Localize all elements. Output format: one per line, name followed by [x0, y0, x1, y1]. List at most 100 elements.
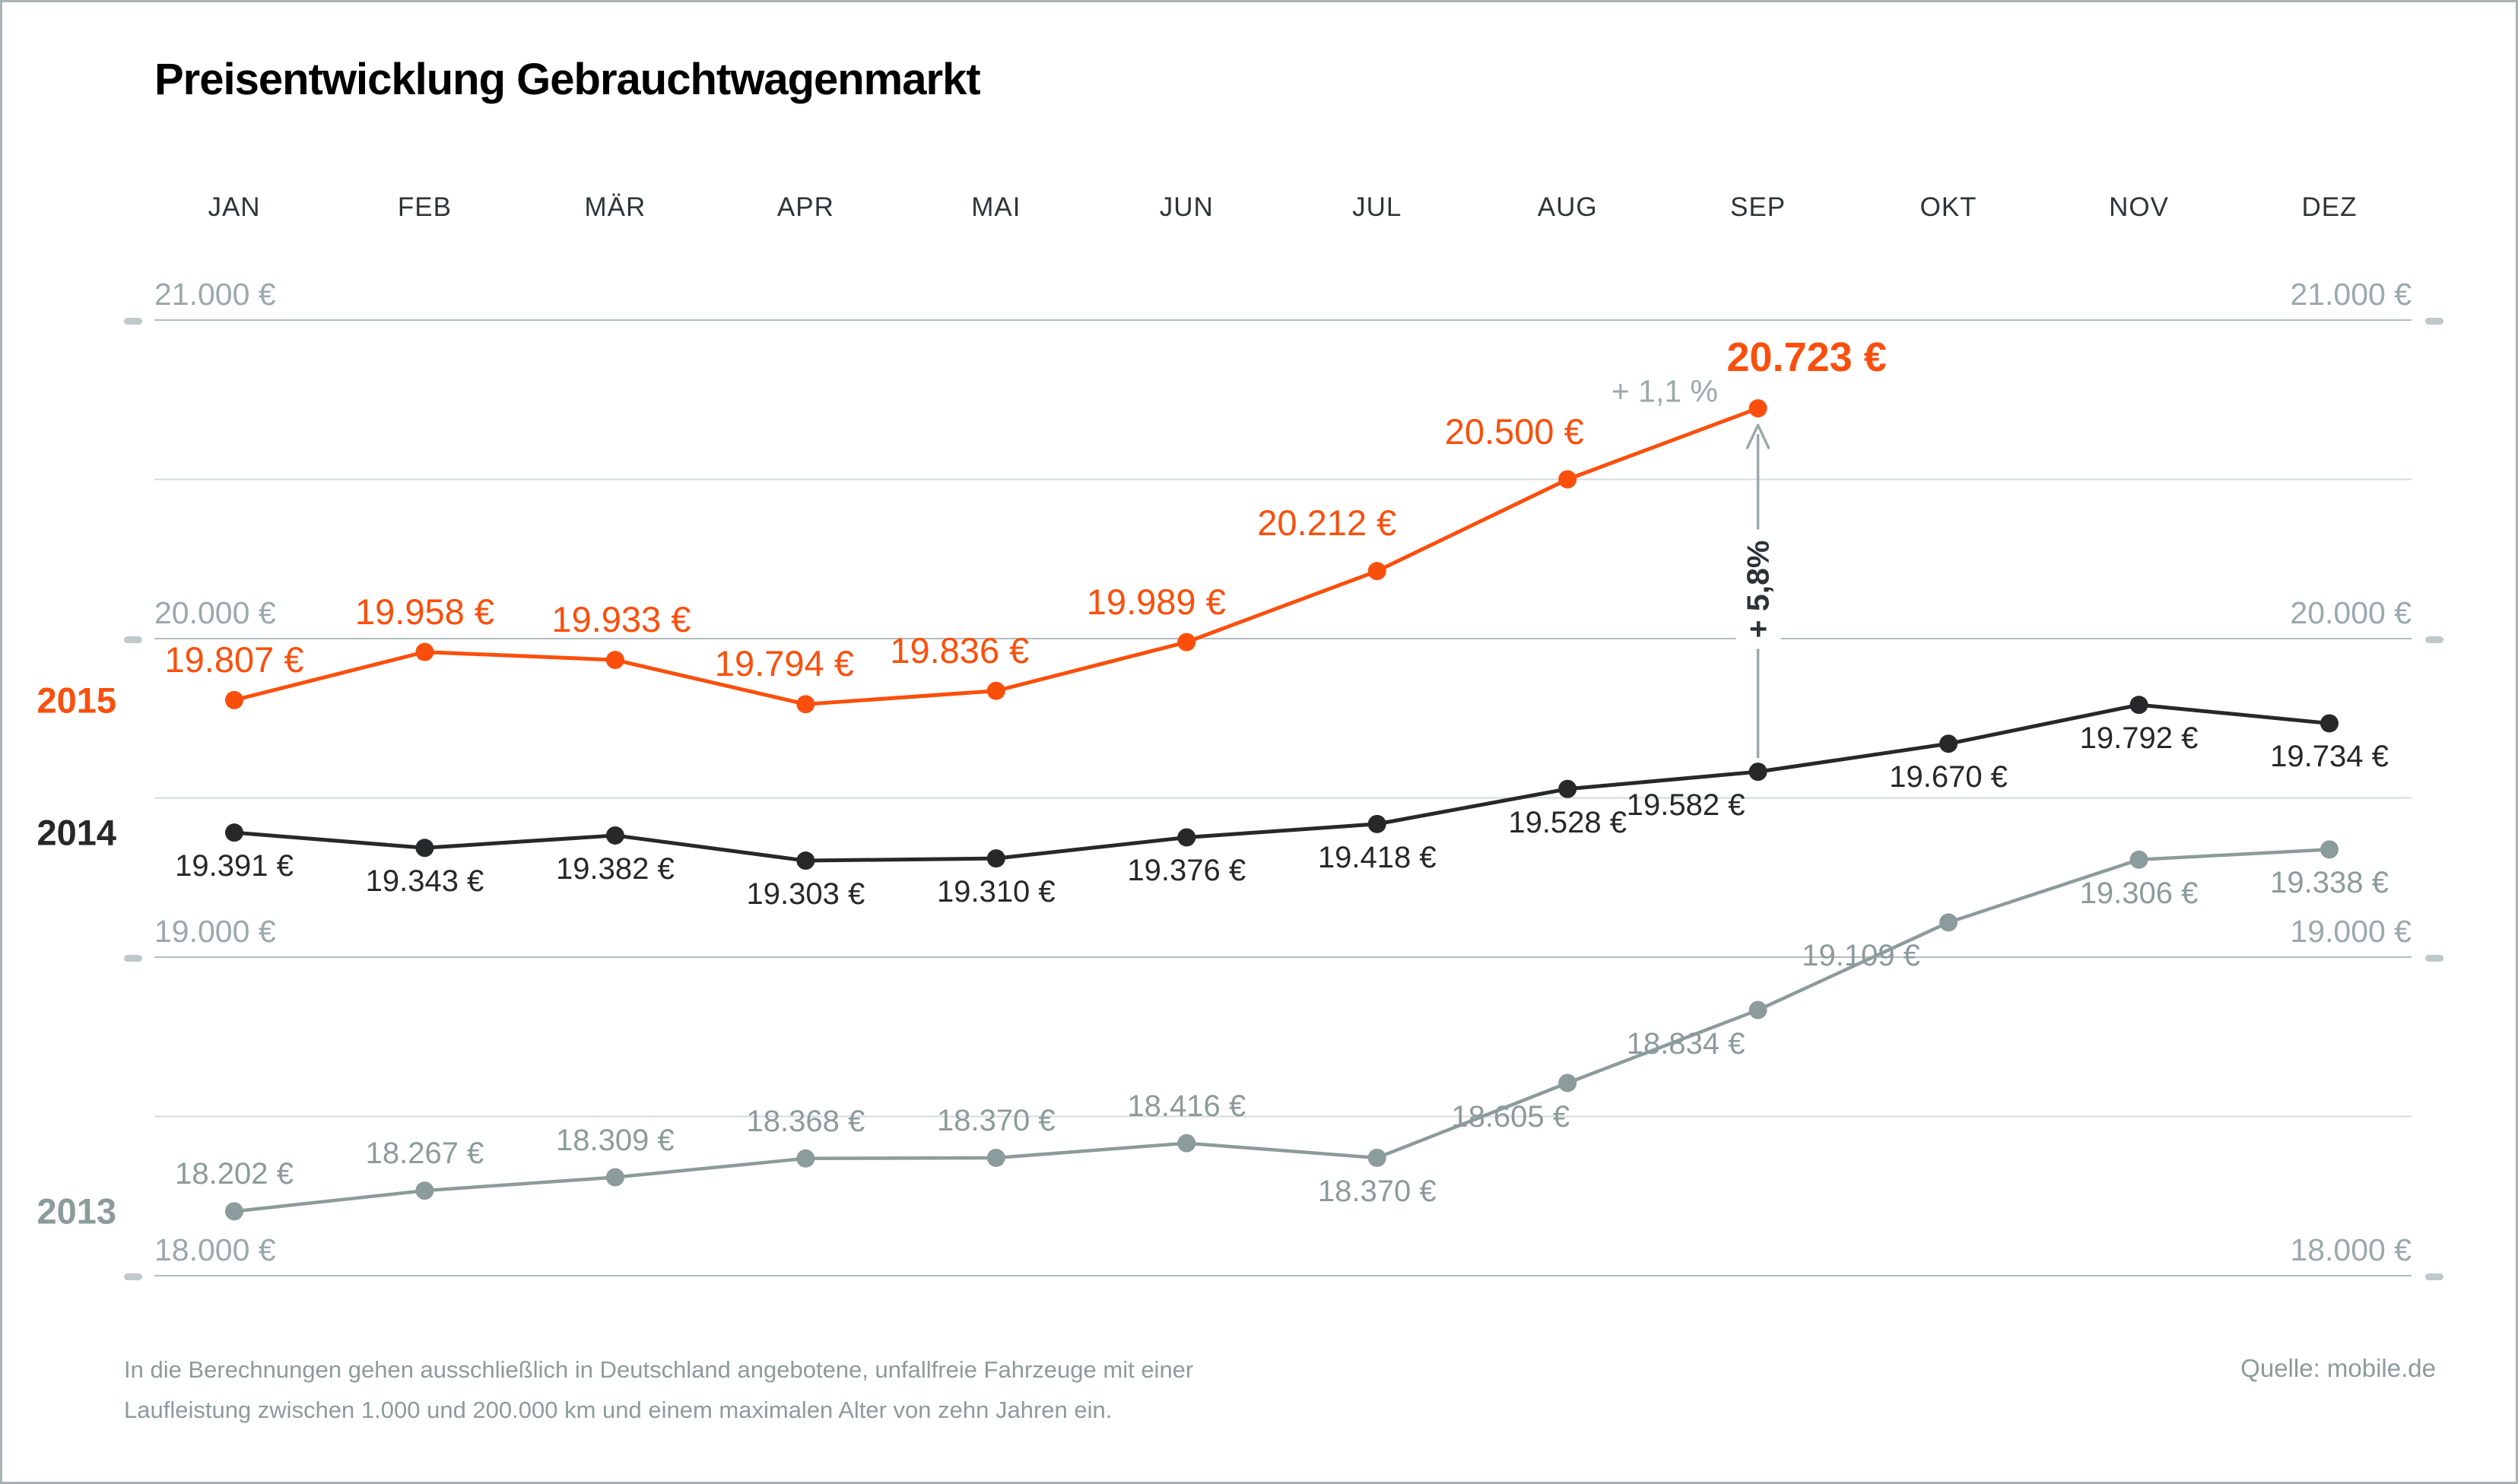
value-label-2013-sep: 18.834 € [1626, 1026, 1745, 1061]
data-point-2014-mai [986, 849, 1005, 868]
data-point-2014-mär [605, 826, 624, 845]
data-point-2014-sep [1748, 763, 1767, 782]
y-axis-label-right: 21.000 € [2290, 277, 2412, 312]
data-point-2014-jun [1177, 828, 1196, 847]
y-axis-label-left: 19.000 € [154, 914, 276, 949]
month-label-mär: MÄR [584, 192, 646, 222]
value-label-2014-jan: 19.391 € [175, 849, 294, 883]
value-label-2015-mai: 19.836 € [890, 629, 1030, 671]
value-label-2015-jul: 20.212 € [1257, 503, 1397, 544]
data-point-2015-jul [1367, 562, 1386, 581]
value-label-2014-aug: 19.528 € [1508, 805, 1627, 839]
axis-tick-left [124, 318, 142, 325]
footnote-line-2: Laufleistung zwischen 1.000 und 200.000 … [124, 1397, 1113, 1424]
value-label-2014-mär: 19.382 € [556, 851, 675, 886]
y-axis-label-left: 20.000 € [154, 595, 276, 630]
page-title: Preisentwicklung Gebrauchtwagenmarkt [154, 55, 981, 104]
data-point-2015-aug [1558, 470, 1577, 489]
value-label-2013-jul: 18.370 € [1317, 1174, 1437, 1208]
data-point-2014-apr [796, 851, 815, 870]
data-point-2014-nov [2129, 696, 2148, 715]
value-label-2013-apr: 18.368 € [746, 1104, 865, 1138]
axis-tick-left [124, 1273, 142, 1280]
month-label-nov: NOV [2109, 192, 2169, 222]
y-axis-label-left: 21.000 € [154, 277, 276, 312]
value-label-2013-aug: 18.605 € [1451, 1099, 1570, 1134]
year-label-2015: 2015 [37, 680, 116, 721]
value-label-2013-mär: 18.309 € [556, 1123, 675, 1157]
data-point-2015-mär [605, 651, 624, 670]
value-label-2015-feb: 19.958 € [354, 591, 494, 632]
data-point-2013-dez [2320, 840, 2339, 859]
month-label-jul: JUL [1352, 192, 1402, 222]
data-point-2015-jun [1177, 633, 1196, 652]
data-point-2013-mai [986, 1148, 1005, 1167]
trend-arrow-head [1745, 423, 1770, 449]
data-point-2015-feb [415, 642, 434, 661]
month-label-aug: AUG [1537, 192, 1598, 222]
footnote: In die Berechnungen gehen ausschließlich… [124, 1349, 1193, 1431]
data-point-2013-jun [1177, 1134, 1196, 1153]
axis-tick-left [124, 955, 142, 962]
data-point-2013-okt [1939, 913, 1958, 932]
data-point-2015-sep [1748, 399, 1767, 418]
value-label-2014-dez: 19.734 € [2270, 740, 2389, 774]
data-point-2015-apr [796, 695, 815, 714]
value-label-2015-jun: 19.989 € [1086, 581, 1226, 622]
value-label-2015-sep: 20.723 € [1726, 335, 1887, 381]
data-point-2013-feb [415, 1181, 434, 1200]
value-label-2014-nov: 19.792 € [2079, 721, 2199, 756]
month-label-okt: OKT [1919, 192, 1977, 222]
value-label-2015-aug: 20.500 € [1444, 411, 1584, 452]
value-label-2014-jul: 19.418 € [1317, 840, 1437, 874]
axis-tick-right [2425, 955, 2443, 962]
month-label-sep: SEP [1730, 192, 1786, 222]
axis-tick-right [2425, 636, 2443, 643]
data-point-2014-jan [225, 823, 243, 842]
series-line-2013 [233, 848, 2330, 1213]
series-line-2014 [233, 702, 2330, 863]
year-label-2014: 2014 [37, 812, 116, 853]
value-label-2015-apr: 19.794 € [714, 643, 854, 684]
value-label-2013-jan: 18.202 € [175, 1157, 294, 1191]
value-label-2014-apr: 19.303 € [746, 877, 865, 912]
data-point-2014-aug [1558, 779, 1577, 798]
value-label-2014-sep: 19.582 € [1626, 788, 1745, 823]
value-label-2014-mai: 19.310 € [936, 875, 1056, 909]
value-label-2013-nov: 19.306 € [2079, 876, 2199, 910]
value-label-2013-mai: 18.370 € [936, 1103, 1056, 1137]
y-axis-label-right: 20.000 € [2290, 595, 2412, 630]
axis-tick-left [124, 636, 142, 643]
data-point-2013-jul [1367, 1148, 1386, 1167]
data-point-2014-okt [1939, 734, 1958, 753]
y-axis-label-right: 19.000 € [2290, 914, 2412, 949]
month-label-apr: APR [776, 192, 834, 222]
month-label-jan: JAN [208, 192, 261, 222]
source-label: Quelle: mobile.de [2240, 1354, 2436, 1382]
value-label-2013-okt: 19.109 € [1802, 939, 1920, 973]
data-point-2014-dez [2320, 714, 2339, 733]
y-axis-label-right: 18.000 € [2290, 1232, 2412, 1267]
year-change-label: + 5,8% [1735, 529, 1781, 649]
value-label-2013-dez: 19.338 € [2270, 866, 2389, 900]
data-point-2013-sep [1748, 1000, 1767, 1019]
year-label-2013: 2013 [37, 1191, 116, 1232]
value-label-2013-jun: 18.416 € [1127, 1089, 1246, 1123]
axis-tick-right [2425, 1273, 2443, 1280]
axis-tick-right [2425, 318, 2443, 325]
value-label-2013-feb: 18.267 € [365, 1137, 484, 1171]
month-label-dez: DEZ [2301, 192, 2358, 222]
data-point-2013-apr [796, 1149, 815, 1168]
data-point-2014-jul [1367, 814, 1386, 833]
month-label-mai: MAI [971, 192, 1021, 222]
data-point-2013-mär [605, 1168, 624, 1187]
data-point-2013-jan [225, 1202, 243, 1221]
data-point-2015-jan [225, 690, 243, 709]
value-label-2015-jan: 19.807 € [164, 639, 304, 680]
data-point-2013-aug [1558, 1073, 1577, 1092]
month-label-feb: FEB [397, 192, 452, 222]
data-point-2014-feb [415, 839, 434, 858]
footnote-line-1: In die Berechnungen gehen ausschließlich… [124, 1356, 1194, 1383]
